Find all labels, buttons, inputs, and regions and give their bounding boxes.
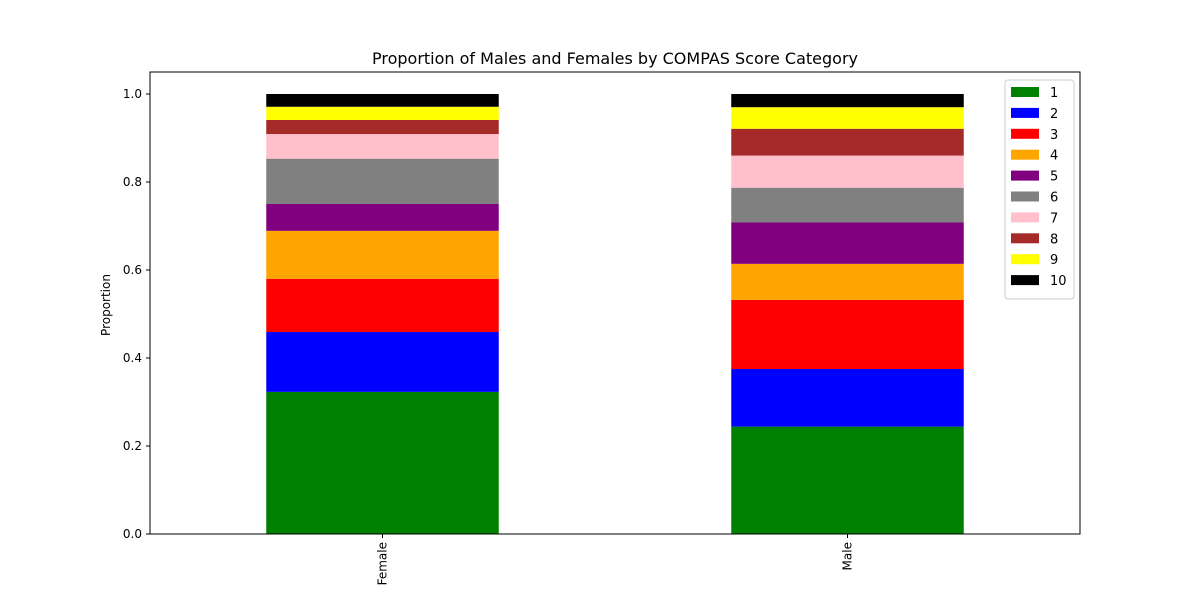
bar-segment-female-4 — [266, 230, 499, 279]
legend-label-7: 7 — [1050, 211, 1058, 226]
bar-segment-female-5 — [266, 204, 499, 231]
legend-label-9: 9 — [1050, 253, 1058, 268]
legend-label-8: 8 — [1050, 232, 1058, 247]
bar-segment-male-1 — [731, 426, 964, 534]
x-tick-label-male: Male — [841, 542, 855, 570]
y-tick-label: 0.0 — [123, 527, 142, 541]
legend-swatch-6 — [1011, 191, 1039, 202]
legend-swatch-9 — [1011, 254, 1039, 265]
bar-segment-female-9 — [266, 106, 499, 120]
legend-swatch-10 — [1011, 275, 1039, 286]
y-tick-label: 0.4 — [123, 351, 142, 365]
y-tick-label: 0.2 — [123, 439, 142, 453]
x-axis: Female Male — [376, 534, 855, 585]
bar-segment-male-10 — [731, 94, 964, 108]
legend-label-3: 3 — [1050, 128, 1058, 143]
y-axis: 0.0 0.2 0.4 0.6 0.8 1.0 — [123, 87, 150, 541]
bar-segment-male-8 — [731, 128, 964, 156]
bar-segment-female-10 — [266, 94, 499, 107]
bar-segment-female-6 — [266, 158, 499, 204]
legend-swatch-2 — [1011, 107, 1039, 118]
legend-label-1: 1 — [1050, 86, 1058, 101]
legend-swatch-5 — [1011, 170, 1039, 181]
bar-segment-female-1 — [266, 391, 499, 534]
legend-swatch-4 — [1011, 149, 1039, 160]
bar-segment-female-8 — [266, 119, 499, 135]
y-tick-label: 0.8 — [123, 175, 142, 189]
bar-segment-female-3 — [266, 278, 499, 333]
legend: 1 2 3 4 5 6 7 8 9 10 — [1004, 79, 1075, 300]
bar-segment-male-7 — [731, 155, 964, 188]
legend-swatch-7 — [1011, 212, 1039, 223]
y-axis-label: Proportion — [99, 274, 113, 336]
y-tick-label: 0.6 — [123, 263, 142, 277]
legend-swatch-3 — [1011, 128, 1039, 139]
chart-title: Proportion of Males and Females by COMPA… — [372, 49, 858, 68]
bars-group — [266, 94, 964, 534]
legend-label-10: 10 — [1050, 274, 1067, 289]
legend-swatch-8 — [1011, 233, 1039, 244]
x-tick-label-female: Female — [376, 542, 390, 585]
bar-segment-male-2 — [731, 369, 964, 427]
bar-segment-male-5 — [731, 222, 964, 264]
bar-segment-male-6 — [731, 187, 964, 223]
plot-frame — [149, 71, 1081, 535]
bar-segment-male-3 — [731, 299, 964, 369]
legend-swatch-1 — [1011, 87, 1039, 97]
bar-segment-female-7 — [266, 134, 499, 159]
legend-label-4: 4 — [1050, 149, 1058, 164]
legend-label-5: 5 — [1050, 170, 1058, 185]
bar-segment-male-4 — [731, 263, 964, 300]
legend-label-6: 6 — [1050, 191, 1058, 206]
legend-label-2: 2 — [1050, 107, 1058, 122]
y-tick-label: 1.0 — [123, 87, 142, 101]
bar-segment-female-2 — [266, 332, 499, 392]
bar-segment-male-9 — [731, 107, 964, 129]
